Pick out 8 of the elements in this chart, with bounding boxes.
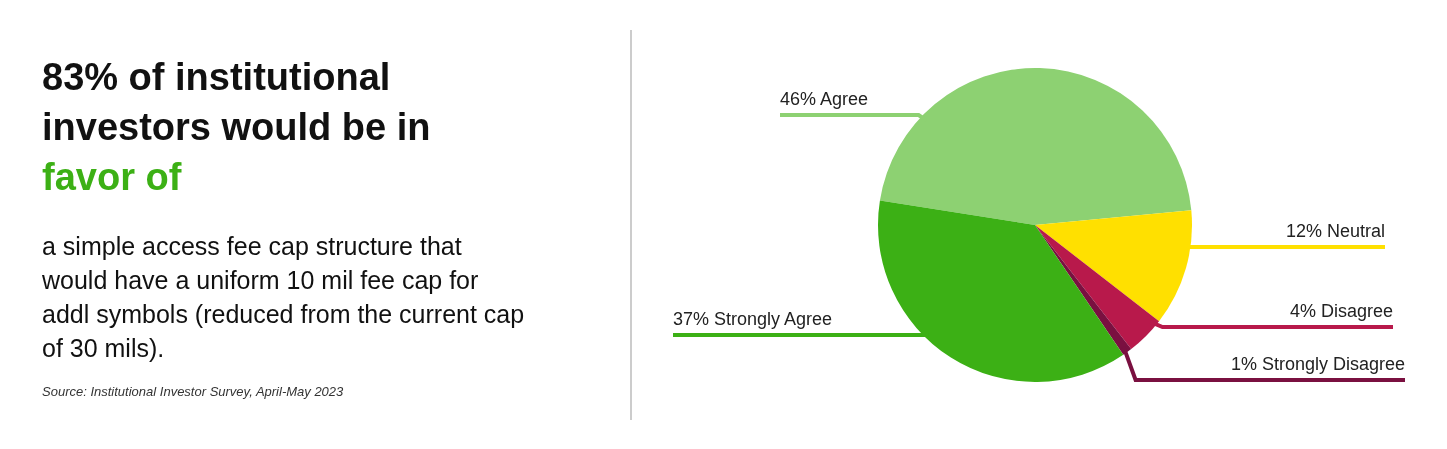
text: 83% of institutional investors would be in favor of <box>42 56 431 198</box>
slice-label: 46% Agree <box>780 89 869 109</box>
slice-label: 4% Disagree <box>1289 301 1393 321</box>
text: a simple access fee cap structure that would have a uniform 10 mil fee cap for addl symbols (reduced from the current cap of 30 mils). <box>41 232 525 362</box>
slice-label: 37% Strongly Agree <box>673 309 833 329</box>
slice-label: 1% Strongly Disagree <box>1230 354 1405 374</box>
source-note: Source: Institutional Investor Survey, April-May 2023 <box>42 384 345 399</box>
slice-label: 12% Neutral <box>1285 221 1385 241</box>
